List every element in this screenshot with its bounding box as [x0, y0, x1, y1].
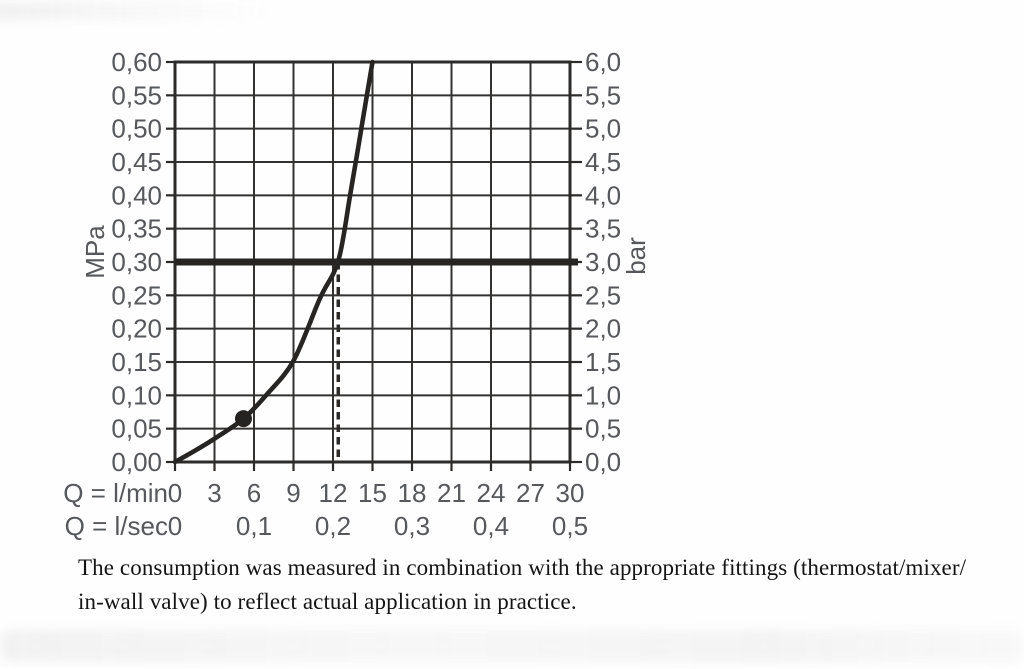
- x-axis-lmin-tick-label: 9: [286, 478, 300, 508]
- y-axis-right-tick-label: 6,0: [585, 47, 621, 77]
- y-axis-right-tick-label: 1,5: [585, 347, 621, 377]
- y-axis-left-tick-label: 0,25: [111, 280, 162, 310]
- y-axis-right-tick-label: 3,0: [585, 247, 621, 277]
- y-axis-left-tick-label: 0,40: [111, 180, 162, 210]
- x-axis-lmin-tick-label: 18: [398, 478, 427, 508]
- y-axis-left-tick-label: 0,10: [111, 380, 162, 410]
- x-axis-lsec-tick-label: 0,1: [236, 511, 272, 541]
- y-axis-right-unit-label: bar: [621, 237, 651, 275]
- x-axis-lsec-tick-label: 0: [168, 511, 182, 541]
- y-axis-right-tick-label: 5,0: [585, 114, 621, 144]
- x-axis-lsec-tick-label: 0,2: [315, 511, 351, 541]
- y-axis-left-unit-label: MPa: [80, 225, 110, 279]
- y-axis-left-tick-label: 0,20: [111, 314, 162, 344]
- flow-curve: [172, 59, 375, 465]
- y-axis-left-tick-label: 0,45: [111, 147, 162, 177]
- y-axis-right-tick-label: 2,0: [585, 314, 621, 344]
- y-axis-right-tick-label: 4,0: [585, 180, 621, 210]
- y-axis-right-tick-label: 4,5: [585, 147, 621, 177]
- caption-line-1: The consumption was measured in combinat…: [78, 555, 967, 580]
- y-axis-right-tick-label: 0,0: [585, 447, 621, 477]
- x-axis-lmin-tick-label: 24: [477, 478, 506, 508]
- x-axis-lmin-tick-label: 6: [247, 478, 261, 508]
- x-axis-lmin-tick-label: 30: [556, 478, 585, 508]
- y-axis-right-tick-label: 3,5: [585, 214, 621, 244]
- x-axis-lsec-label: Q = l/sec: [65, 511, 168, 541]
- y-axis-left-tick-label: 0,30: [111, 247, 162, 277]
- y-axis-left-tick-label: 0,35: [111, 214, 162, 244]
- x-axis-lmin-label: Q = l/min: [63, 478, 168, 508]
- x-axis-lmin-tick-label: 0: [168, 478, 182, 508]
- x-axis-lmin-tick-label: 27: [516, 478, 545, 508]
- x-axis-lsec-tick-label: 0,4: [473, 511, 509, 541]
- y-axis-left-tick-label: 0,05: [111, 414, 162, 444]
- x-axis-lmin-tick-label: 12: [319, 478, 348, 508]
- y-axis-left-tick-label: 0,00: [111, 447, 162, 477]
- y-axis-left-tick-label: 0,60: [111, 47, 162, 77]
- y-axis-left-tick-label: 0,15: [111, 347, 162, 377]
- flow-pressure-chart: 0,600,550,500,450,400,350,300,250,200,15…: [63, 47, 651, 541]
- y-axis-left-tick-label: 0,55: [111, 80, 162, 110]
- y-axis-right-tick-label: 0,5: [585, 414, 621, 444]
- x-axis-lmin-tick-label: 21: [437, 478, 466, 508]
- scan-artifact-bottom: [0, 630, 1024, 662]
- caption-line-2: in-wall valve) to reflect actual applica…: [78, 589, 577, 614]
- y-axis-right-tick-label: 5,5: [585, 80, 621, 110]
- x-axis-lsec-tick-label: 0,3: [394, 511, 430, 541]
- x-axis-lmin-tick-label: 3: [207, 478, 221, 508]
- y-axis-right-tick-label: 1,0: [585, 380, 621, 410]
- operating-point-marker: [234, 410, 252, 428]
- x-axis-lmin-tick-label: 15: [358, 478, 387, 508]
- x-axis-lsec-tick-label: 0,5: [552, 511, 588, 541]
- chart-caption: The consumption was measured in combinat…: [78, 551, 968, 619]
- y-axis-left-tick-label: 0,50: [111, 114, 162, 144]
- y-axis-right-tick-label: 2,5: [585, 280, 621, 310]
